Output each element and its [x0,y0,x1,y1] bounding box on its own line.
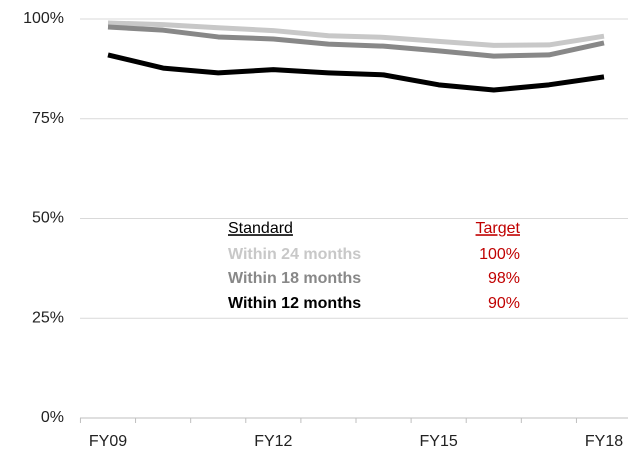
x-tick-label: FY12 [254,433,292,450]
legend-target: 90% [488,295,520,312]
series-line [107,52,605,93]
legend-label: Within 24 months [228,246,361,263]
x-tick-label: FY18 [585,433,623,450]
legend-target: 100% [479,246,520,263]
x-tick-label: FY15 [420,433,458,450]
x-tick-label: FY09 [89,433,127,450]
legend-header: Standard [228,220,293,237]
y-tick-label: 100% [23,10,64,27]
legend-label: Within 18 months [228,270,361,287]
y-tick-label: 75% [32,110,64,127]
y-tick-label: 0% [41,409,64,426]
series-line [107,24,605,59]
legend-target: 98% [488,270,520,287]
legend-header: Target [476,220,521,237]
y-tick-label: 25% [32,309,64,326]
series-line [107,20,605,48]
legend-label: Within 12 months [228,295,361,312]
y-tick-label: 50% [32,210,64,227]
